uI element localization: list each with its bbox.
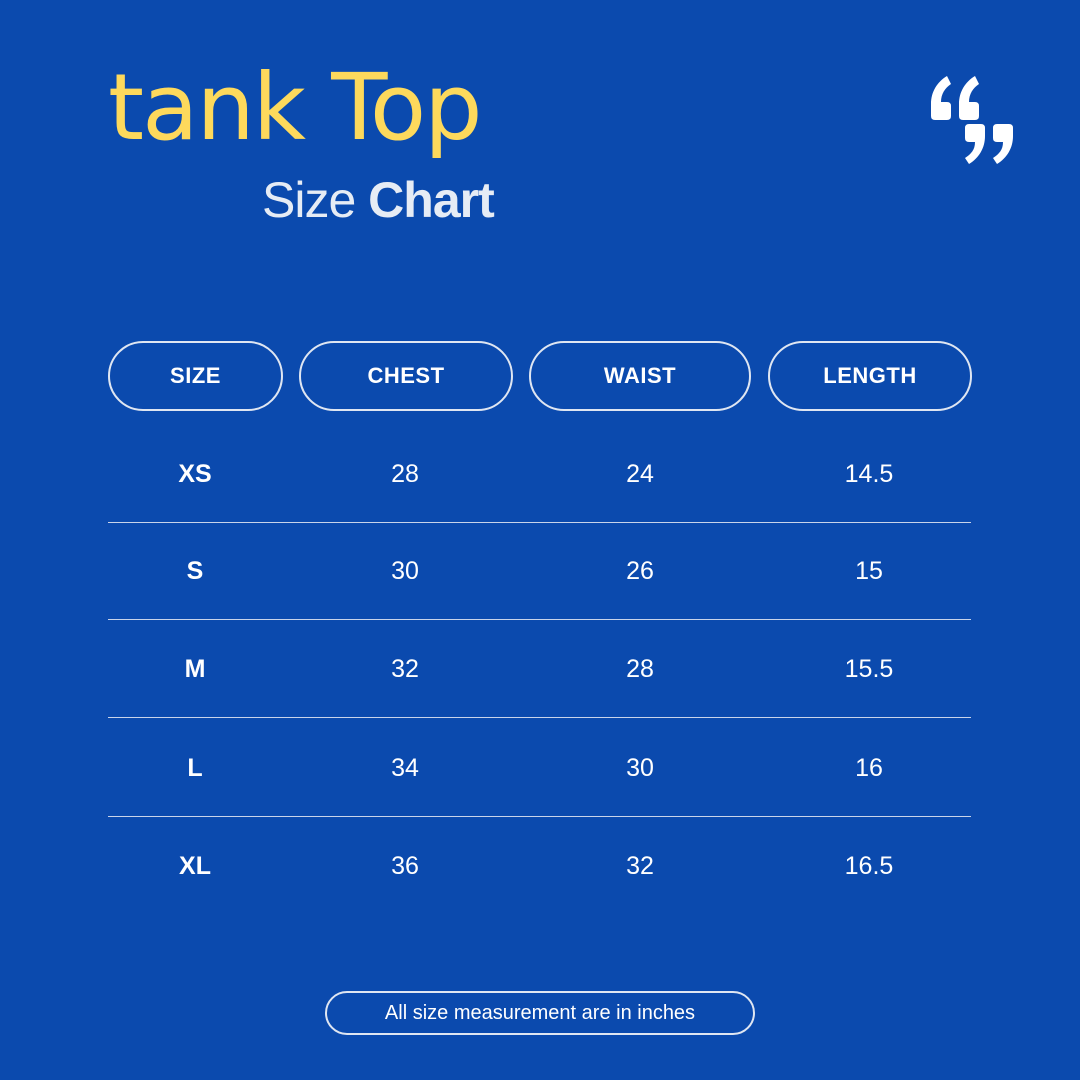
- row-divider: [108, 522, 971, 523]
- measurement-cell: 15: [855, 556, 883, 585]
- measurement-note: All size measurement are in inches: [325, 991, 755, 1035]
- table-row: S 30 26 15: [108, 522, 971, 620]
- measurement-cell: 30: [626, 753, 654, 782]
- subtitle-light: Size: [262, 172, 356, 228]
- measurement-cell: 26: [626, 556, 654, 585]
- measurement-cell: 36: [391, 851, 419, 880]
- measurement-cell: 30: [391, 556, 419, 585]
- quotation-marks-icon: [931, 76, 1013, 164]
- table-row: XL 36 32 16.5: [108, 817, 971, 915]
- header-length: LENGTH: [768, 341, 972, 411]
- measurement-cell: 15.5: [844, 654, 894, 683]
- size-cell: XS: [178, 459, 212, 488]
- title: tank Top: [108, 54, 483, 161]
- size-cell: L: [187, 753, 203, 782]
- subtitle-bold: Chart: [368, 172, 495, 228]
- header-waist: WAIST: [529, 341, 751, 411]
- measurement-cell: 32: [391, 654, 419, 683]
- measurement-cell: 32: [626, 851, 654, 880]
- measurement-cell: 16: [855, 753, 883, 782]
- table-row: L 34 30 16: [108, 719, 971, 817]
- row-divider: [108, 816, 971, 817]
- measurement-cell: 28: [391, 459, 419, 488]
- header-chest: CHEST: [299, 341, 513, 411]
- subtitle: Size Chart: [262, 172, 495, 228]
- table-row: XS 28 24 14.5: [108, 425, 971, 523]
- header-size: SIZE: [108, 341, 283, 411]
- row-divider: [108, 619, 971, 620]
- size-cell: S: [186, 556, 204, 585]
- table-row: M 32 28 15.5: [108, 620, 971, 718]
- measurement-cell: 24: [626, 459, 654, 488]
- measurement-cell: 16.5: [844, 851, 894, 880]
- measurement-cell: 34: [391, 753, 419, 782]
- row-divider: [108, 717, 971, 718]
- measurement-cell: 14.5: [844, 459, 894, 488]
- size-cell: XL: [179, 851, 211, 880]
- size-cell: M: [184, 654, 206, 683]
- measurement-cell: 28: [626, 654, 654, 683]
